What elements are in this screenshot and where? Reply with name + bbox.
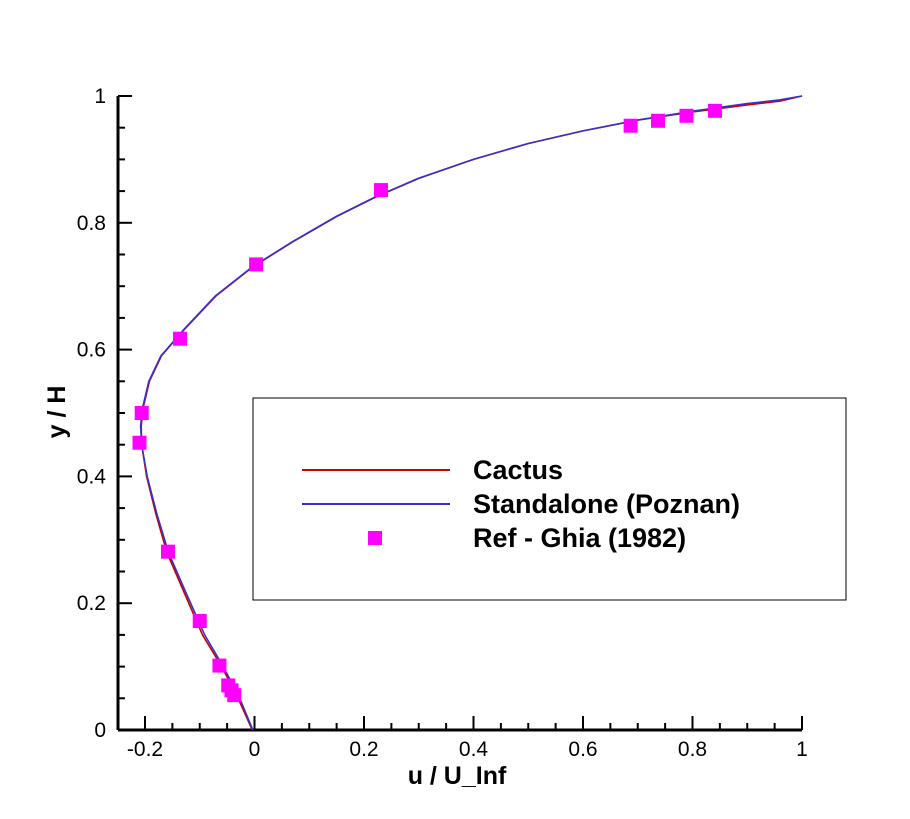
data-point-ref-ghia-1982 [249,257,264,272]
data-point-ref-ghia-1982 [160,544,175,559]
data-point-ref-ghia-1982 [373,183,388,198]
x-tick-label: -0.2 [127,738,163,761]
legend-label-standalone: Standalone (Poznan) [473,489,740,519]
x-axis-title: u / U_Inf [408,762,507,790]
data-point-ref-ghia-1982 [192,614,207,629]
y-tick-label: 0 [94,719,106,742]
data-point-ref-ghia-1982 [623,118,638,133]
series-line-standalone-poznan [139,95,803,731]
y-tick-label: 0.4 [77,465,107,488]
legend: Cactus Standalone (Poznan) Ref - Ghia (1… [252,397,847,601]
data-point-ref-ghia-1982 [132,435,147,450]
data-point-ref-ghia-1982 [707,103,722,118]
legend-label-ref: Ref - Ghia (1982) [473,523,686,553]
chart-series-layer [132,95,803,731]
legend-marker-ref [368,531,382,545]
x-tick-label: 0.4 [459,738,489,761]
x-tick-label: 0 [249,738,261,761]
data-point-ref-ghia-1982 [212,658,227,673]
data-point-ref-ghia-1982 [651,113,666,128]
data-point-ref-ghia-1982 [134,406,149,420]
x-tick-label: 1 [796,738,808,761]
legend-box [252,397,847,601]
y-tick-label: 0.6 [77,339,106,362]
x-tick-label: 0.2 [349,738,378,761]
y-tick-label: 1 [94,85,106,108]
data-point-ref-ghia-1982 [221,678,236,693]
x-tick-label: 0.6 [568,738,597,761]
data-point-ref-ghia-1982 [679,108,694,123]
data-point-ref-ghia-1982 [173,331,188,346]
y-tick-label: 0.2 [77,592,106,615]
y-axis-title: y / H [43,386,71,439]
legend-label-cactus: Cactus [473,455,563,485]
chart-axes: -0.2 0 0.2 0.4 0.6 0.8 1 0 0.2 0.4 0.6 0.8 1 [77,85,808,761]
x-tick-label: 0.8 [678,738,707,761]
y-tick-label: 0.8 [77,212,106,235]
